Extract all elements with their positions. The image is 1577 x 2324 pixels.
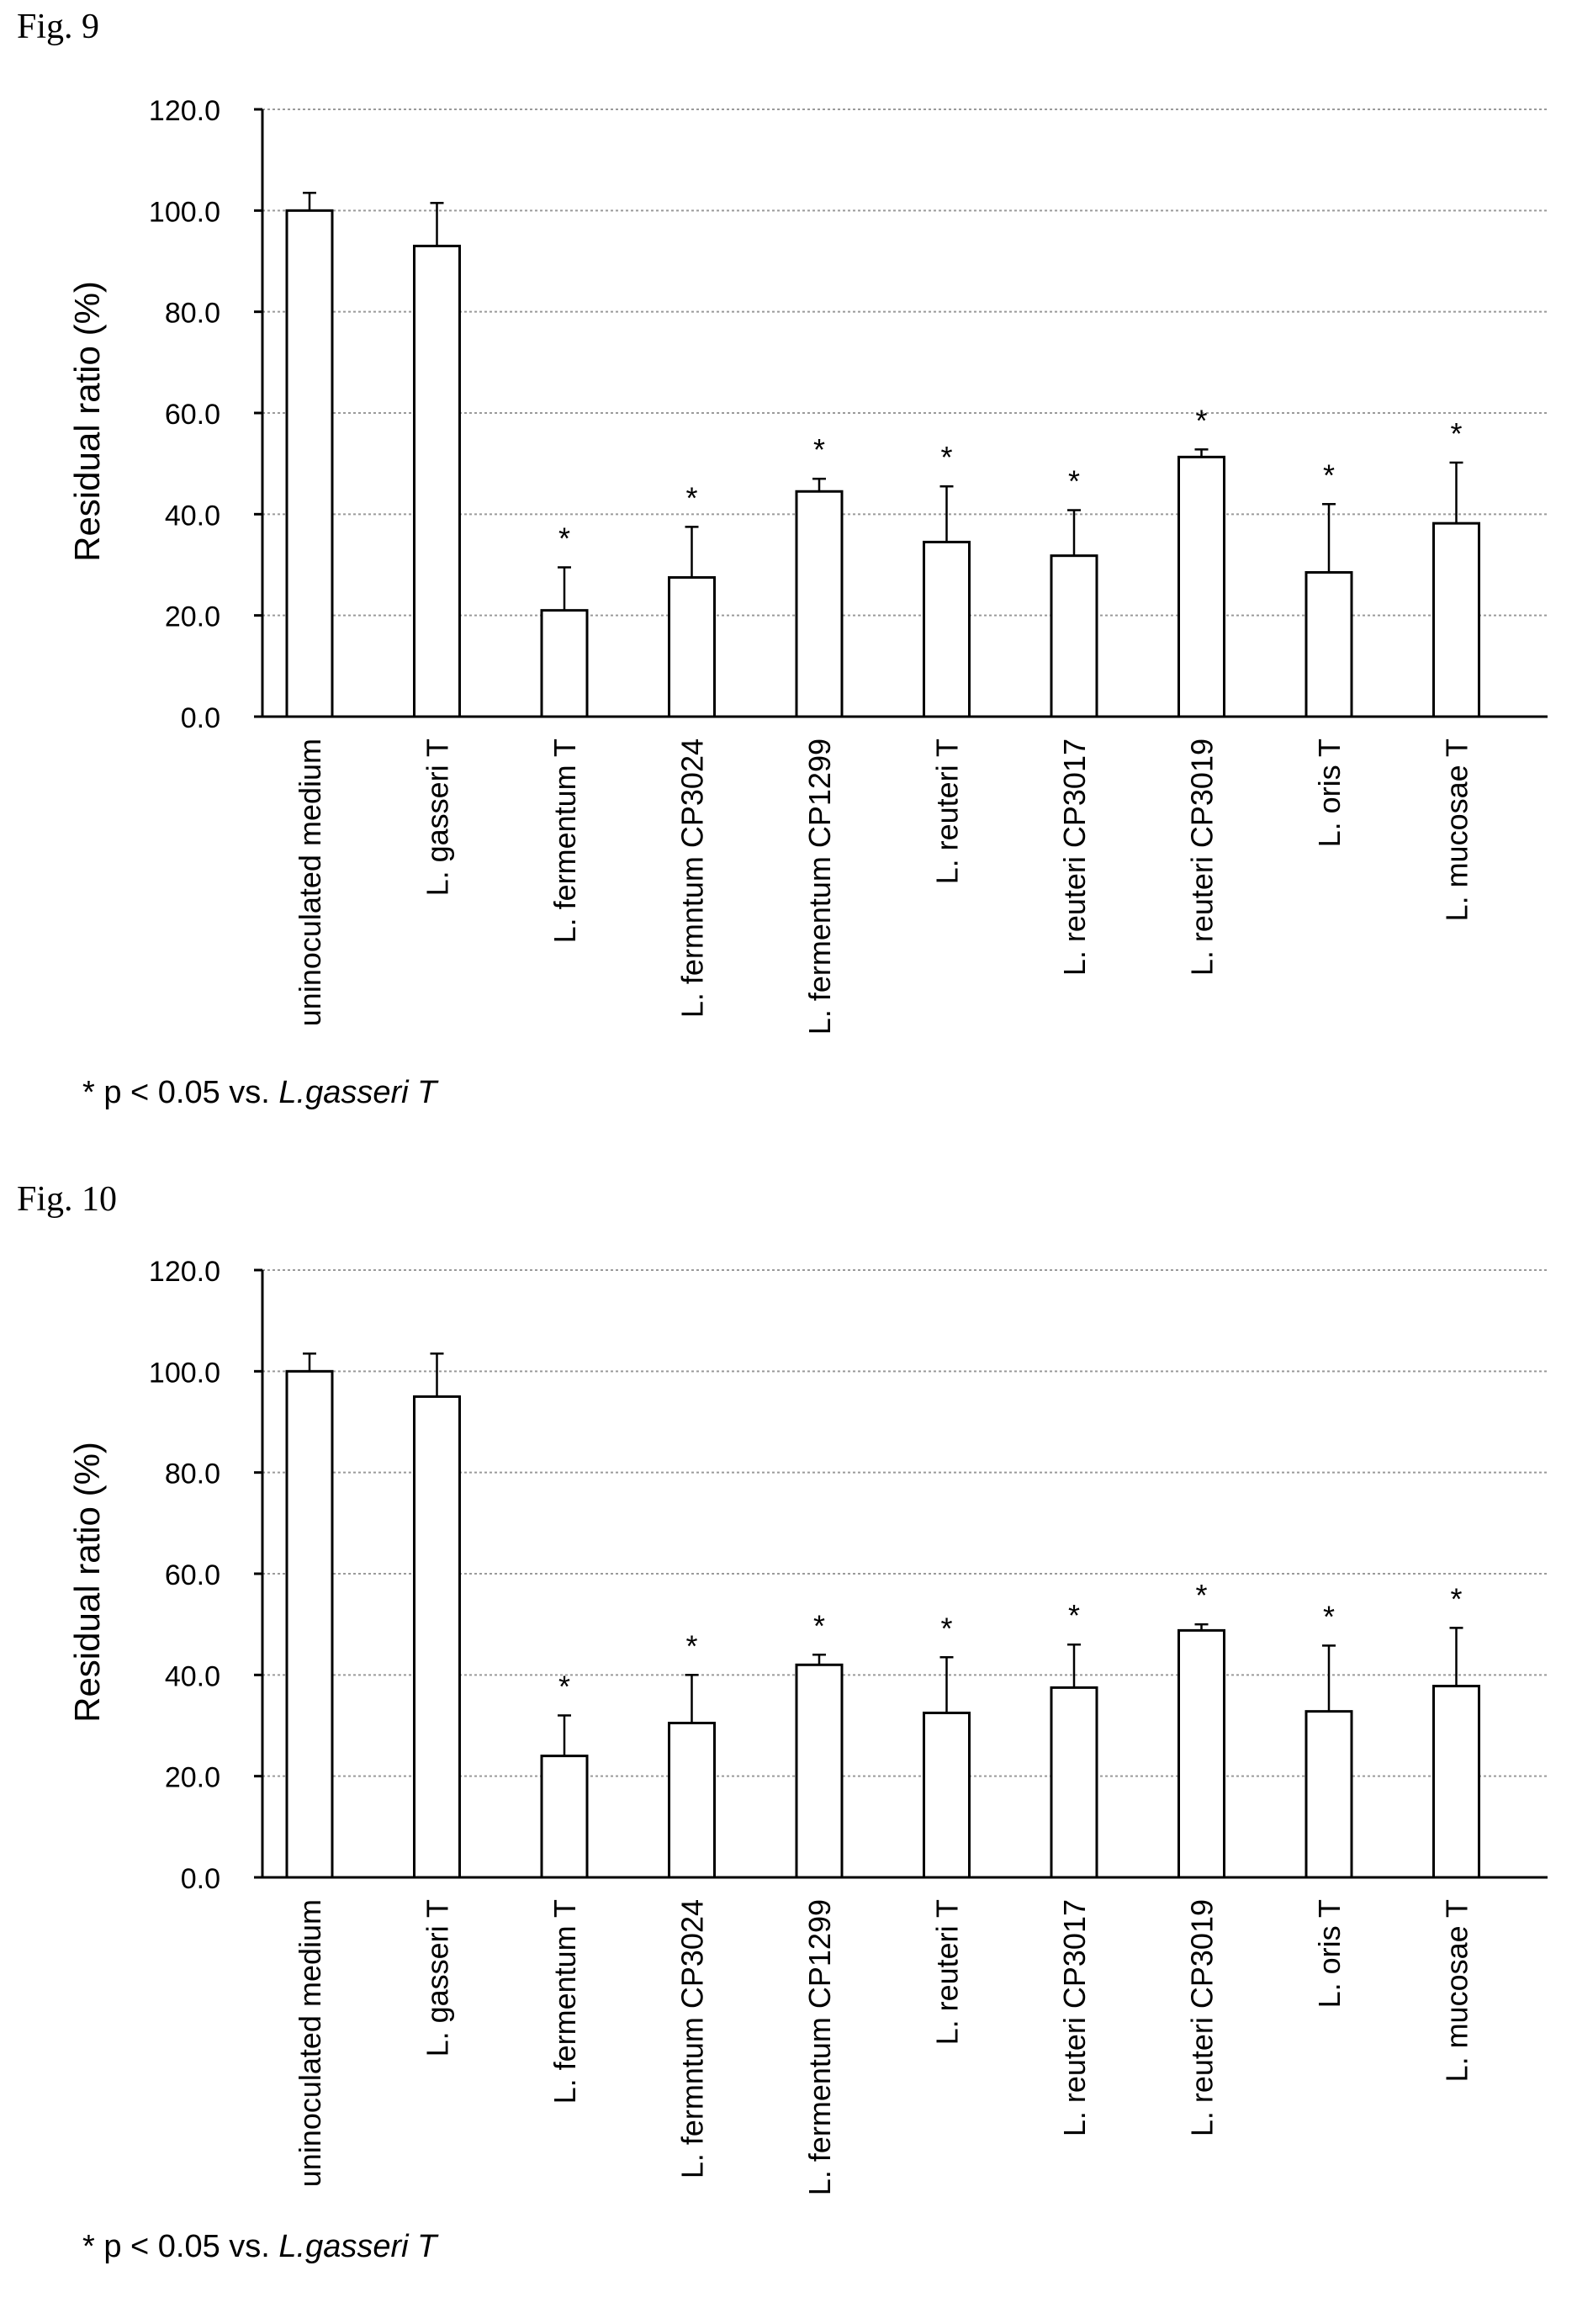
x-tick-label: L. reuteri CP3019 — [1185, 1899, 1220, 2136]
significance-marker: * — [1323, 1599, 1335, 1633]
bar — [1304, 571, 1353, 718]
y-axis-label: Residual ratio (%) — [67, 1442, 107, 1723]
bar — [923, 1711, 971, 1879]
x-tick-label: L. oris T — [1312, 1899, 1347, 2008]
y-tick-label: 40.0 — [165, 1660, 220, 1692]
x-tick-label: L. fermentum CP1299 — [802, 738, 837, 1035]
significance-marker: * — [558, 521, 570, 556]
bar — [1050, 1686, 1098, 1879]
bar — [795, 1663, 844, 1879]
bar — [923, 540, 971, 718]
y-tick-label: 100.0 — [149, 1357, 220, 1389]
significance-marker: * — [1068, 464, 1080, 499]
y-axis-label: Residual ratio (%) — [67, 281, 107, 562]
x-tick-label: uninoculated medium — [293, 1899, 327, 2187]
bar — [285, 209, 334, 718]
bar — [413, 244, 461, 718]
y-tick-label: 0.0 — [181, 1863, 220, 1895]
y-tick-label: 60.0 — [165, 1559, 220, 1591]
x-tick-label: L. fermentum T — [548, 1899, 582, 2104]
x-tick-label: L. reuteri T — [930, 1899, 965, 2045]
significance-marker: * — [1068, 1598, 1080, 1633]
significance-marker: * — [940, 1611, 952, 1645]
figure-label: Fig. 9 — [17, 8, 100, 46]
footnote: * p < 0.05 vs. L.gasseri T — [82, 2229, 437, 2265]
significance-marker: * — [813, 432, 825, 467]
x-tick-label: uninoculated medium — [293, 738, 327, 1026]
bar — [1050, 554, 1098, 718]
significance-marker: * — [1195, 1578, 1207, 1612]
x-tick-label: L. gasseri T — [421, 738, 455, 896]
bar-chart-fig9: 0.0 20.0 40.0 60.0 80.0 100.0 120.0 Residual ra… — [67, 95, 1548, 1035]
y-tick-label: 60.0 — [165, 399, 220, 431]
footnote: * p < 0.05 vs. L.gasseri T — [82, 1075, 437, 1111]
bar-chart-fig10: 0.0 20.0 40.0 60.0 80.0 100.0 120.0 Residual ra… — [67, 1256, 1548, 2195]
footnote-text: * p < 0.05 vs. — [82, 2229, 279, 2264]
y-tick-label: 80.0 — [165, 298, 220, 330]
y-tick-label: 20.0 — [165, 601, 220, 633]
significance-marker: * — [685, 1628, 697, 1663]
bar — [413, 1395, 461, 1879]
y-tick-label: 120.0 — [149, 1256, 220, 1288]
bar — [795, 490, 844, 718]
significance-marker: * — [1450, 1581, 1462, 1616]
x-tick-label: L. gasseri T — [421, 1899, 455, 2057]
bar — [285, 1369, 334, 1879]
significance-marker: * — [1323, 458, 1335, 492]
y-tick-label: 100.0 — [149, 196, 220, 228]
bar — [668, 576, 716, 718]
significance-marker: * — [1450, 416, 1462, 451]
footnote-reference: L.gasseri T — [278, 1075, 437, 1110]
figure-label: Fig. 10 — [17, 1180, 118, 1219]
x-tick-label: L. reuteri CP3017 — [1057, 738, 1092, 976]
bar — [540, 609, 589, 718]
bar — [668, 1721, 716, 1879]
y-tick-label: 0.0 — [181, 702, 220, 734]
x-tick-label: L. reuteri CP3017 — [1057, 1899, 1092, 2136]
significance-marker: * — [813, 1608, 825, 1643]
footnote-text: * p < 0.05 vs. — [82, 1075, 279, 1110]
y-tick-label: 40.0 — [165, 500, 220, 532]
significance-marker: * — [558, 1669, 570, 1703]
y-tick-label: 80.0 — [165, 1458, 220, 1490]
x-tick-label: L. fermentum CP1299 — [802, 1899, 837, 2195]
bar — [1177, 1628, 1225, 1879]
y-tick-label: 20.0 — [165, 1762, 220, 1794]
bar — [540, 1755, 589, 1879]
x-tick-label: L. mucosae T — [1440, 1899, 1474, 2082]
bar — [1177, 455, 1225, 718]
footnote-reference: L.gasseri T — [278, 2229, 437, 2264]
x-tick-label: L. fermntum CP3024 — [675, 1899, 710, 2178]
bar — [1432, 1685, 1480, 1879]
significance-marker: * — [1195, 403, 1207, 437]
significance-marker: * — [940, 440, 952, 474]
x-tick-label: L. oris T — [1312, 738, 1347, 847]
x-tick-label: L. reuteri CP3019 — [1185, 738, 1220, 976]
significance-marker: * — [685, 480, 697, 515]
x-tick-label: L. reuteri T — [930, 738, 965, 884]
y-tick-label: 120.0 — [149, 95, 220, 127]
x-tick-label: L. mucosae T — [1440, 738, 1474, 921]
bar — [1432, 521, 1480, 718]
x-tick-label: L. fermntum CP3024 — [675, 738, 710, 1018]
x-tick-label: L. fermentum T — [548, 738, 582, 943]
bar — [1304, 1710, 1353, 1879]
